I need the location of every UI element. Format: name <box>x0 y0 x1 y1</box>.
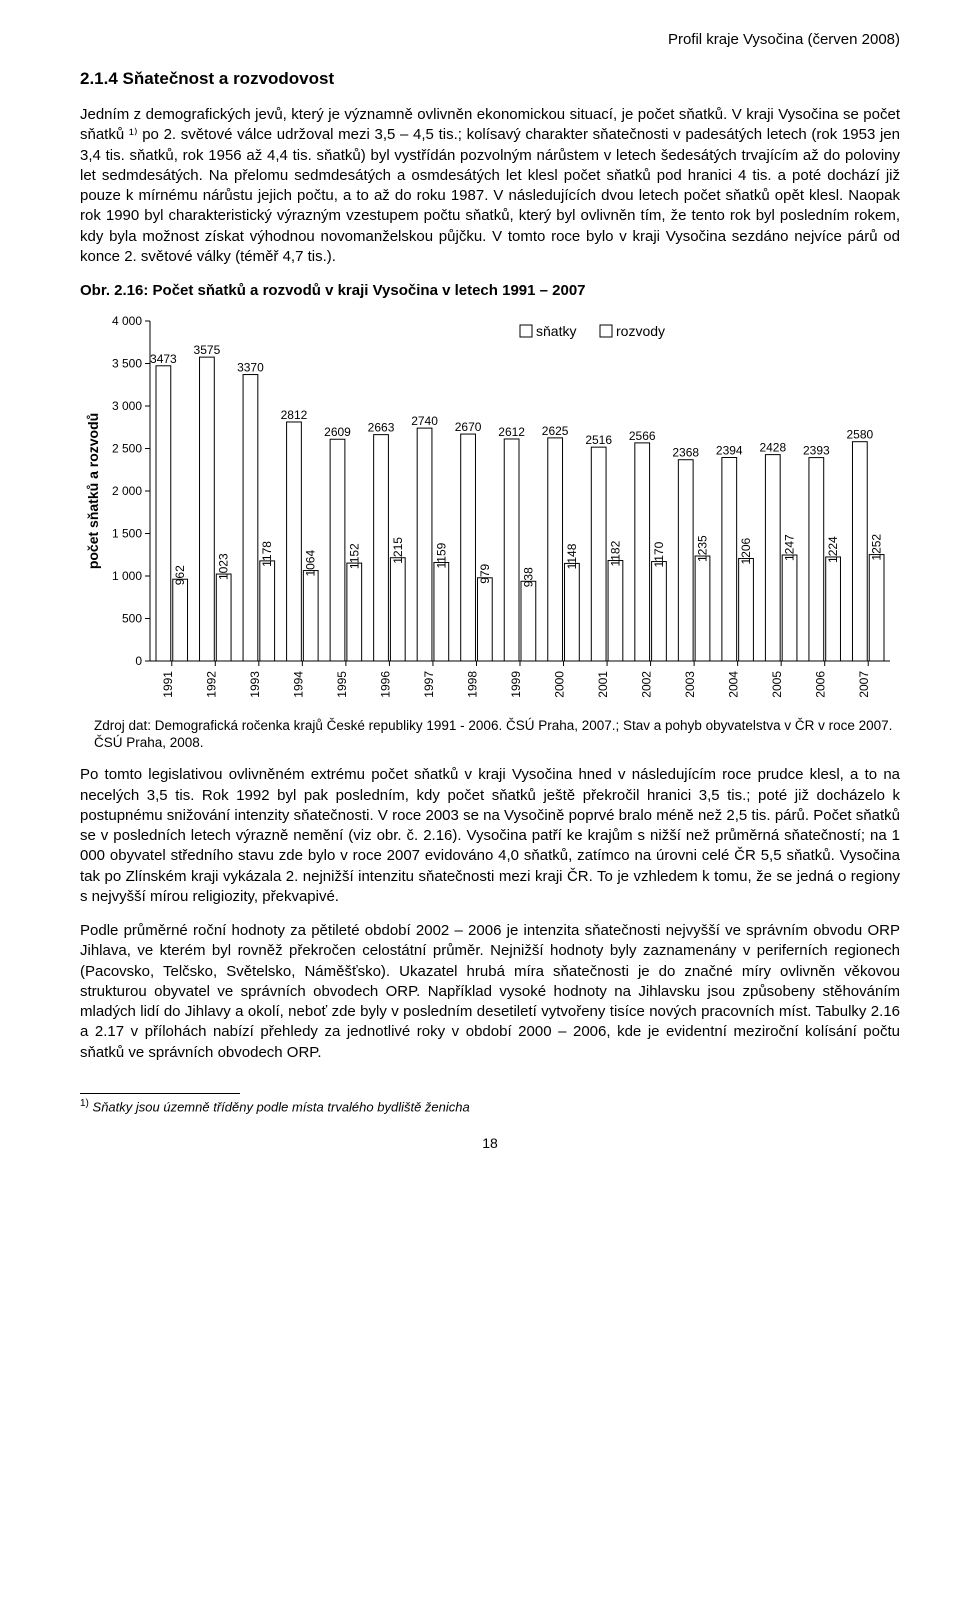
svg-text:1178: 1178 <box>260 541 274 567</box>
svg-text:1064: 1064 <box>304 550 318 577</box>
page-number: 18 <box>80 1134 900 1153</box>
svg-text:2001: 2001 <box>596 671 610 698</box>
footnote-text: Sňatky jsou územně tříděny podle místa t… <box>93 1099 470 1114</box>
svg-text:1215: 1215 <box>391 537 405 564</box>
svg-text:1 000: 1 000 <box>112 569 142 583</box>
svg-text:3575: 3575 <box>194 344 221 358</box>
svg-text:2663: 2663 <box>368 421 395 435</box>
page-header-right: Profil kraje Vysočina (červen 2008) <box>80 30 900 50</box>
svg-text:1023: 1023 <box>217 553 231 580</box>
paragraph-3: Podle průměrné roční hodnoty za pětileté… <box>80 921 900 1063</box>
paragraph-1: Jedním z demografických jevů, který je v… <box>80 105 900 267</box>
chart-source: Zdroj dat: Demografická ročenka krajů Če… <box>94 718 900 752</box>
svg-text:2393: 2393 <box>803 444 830 458</box>
svg-text:2566: 2566 <box>629 429 656 443</box>
svg-text:4 000: 4 000 <box>112 314 142 328</box>
svg-text:1148: 1148 <box>565 544 579 570</box>
footnote-marker: 1) <box>80 1098 89 1109</box>
svg-text:1991: 1991 <box>161 671 175 698</box>
svg-text:1996: 1996 <box>378 671 392 698</box>
svg-text:979: 979 <box>478 564 492 584</box>
bar-chart: 0 500 1 000 1 500 2 000 2 500 3 000 3 500 4 000 p… <box>80 307 900 713</box>
svg-text:2812: 2812 <box>281 408 308 422</box>
svg-text:1992: 1992 <box>204 671 218 698</box>
svg-text:2368: 2368 <box>672 446 699 460</box>
svg-text:500: 500 <box>122 612 142 626</box>
svg-text:2516: 2516 <box>585 434 612 448</box>
svg-text:1 500: 1 500 <box>112 527 142 541</box>
svg-text:1224: 1224 <box>826 536 840 563</box>
svg-text:2625: 2625 <box>542 424 569 438</box>
svg-text:2007: 2007 <box>857 671 871 698</box>
svg-text:počet sňatků a rozvodů: počet sňatků a rozvodů <box>85 413 101 569</box>
svg-text:1206: 1206 <box>739 538 753 565</box>
svg-text:3 500: 3 500 <box>112 357 142 371</box>
svg-text:1995: 1995 <box>335 671 349 698</box>
svg-text:2003: 2003 <box>683 671 697 698</box>
svg-text:1997: 1997 <box>422 671 436 698</box>
svg-text:2002: 2002 <box>640 671 654 698</box>
svg-text:2005: 2005 <box>770 671 784 698</box>
svg-text:2670: 2670 <box>455 420 482 434</box>
svg-text:962: 962 <box>173 565 187 585</box>
footnote-rule <box>80 1093 240 1094</box>
svg-text:2004: 2004 <box>727 671 741 698</box>
footnote: 1) Sňatky jsou územně tříděny podle míst… <box>80 1097 900 1116</box>
svg-text:sňatky: sňatky <box>536 323 576 339</box>
svg-text:3 000: 3 000 <box>112 399 142 413</box>
svg-text:2428: 2428 <box>759 441 786 455</box>
svg-text:0: 0 <box>135 654 142 668</box>
svg-text:2006: 2006 <box>814 671 828 698</box>
svg-text:1247: 1247 <box>783 534 797 561</box>
svg-text:1993: 1993 <box>248 671 262 698</box>
svg-text:3473: 3473 <box>150 352 177 366</box>
svg-text:2740: 2740 <box>411 415 438 429</box>
svg-text:2609: 2609 <box>324 426 351 440</box>
svg-text:rozvody: rozvody <box>616 323 665 339</box>
section-title: 2.1.4 Sňatečnost a rozvodovost <box>80 68 900 91</box>
svg-text:1159: 1159 <box>434 543 448 569</box>
svg-text:1182: 1182 <box>608 541 622 567</box>
svg-text:938: 938 <box>521 567 535 587</box>
svg-text:3370: 3370 <box>237 361 264 375</box>
svg-text:2 000: 2 000 <box>112 484 142 498</box>
svg-text:2000: 2000 <box>553 671 567 698</box>
svg-text:1252: 1252 <box>870 534 884 561</box>
svg-text:1152: 1152 <box>347 543 361 569</box>
svg-text:2612: 2612 <box>498 425 525 439</box>
svg-text:1998: 1998 <box>465 671 479 698</box>
svg-text:1235: 1235 <box>696 535 710 562</box>
svg-text:2394: 2394 <box>716 444 743 458</box>
paragraph-2: Po tomto legislativou ovlivněném extrému… <box>80 765 900 907</box>
svg-text:2 500: 2 500 <box>112 442 142 456</box>
chart-svg: 0 500 1 000 1 500 2 000 2 500 3 000 3 500 4 000 p… <box>80 307 900 707</box>
svg-text:1999: 1999 <box>509 671 523 698</box>
chart-caption: Obr. 2.16: Počet sňatků a rozvodů v kraj… <box>80 281 900 301</box>
svg-text:2580: 2580 <box>847 428 874 442</box>
svg-text:1170: 1170 <box>652 542 666 568</box>
svg-text:1994: 1994 <box>291 671 305 698</box>
